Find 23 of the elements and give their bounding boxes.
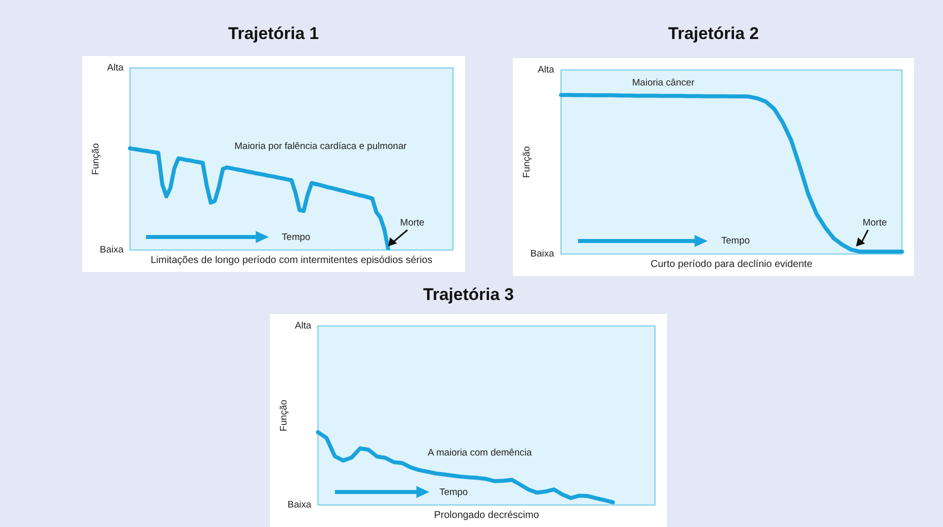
text: Maioria câncer — [632, 78, 694, 89]
y-axis-title: Função — [90, 143, 102, 175]
annotation: Morte — [862, 217, 887, 228]
text: Baixa — [100, 244, 124, 256]
text: Baixa — [287, 500, 312, 511]
text: Alta — [107, 62, 124, 74]
annotation: Maioria por falência cardíaca e pulmonar — [234, 140, 407, 152]
annotation: Tempo — [439, 487, 468, 498]
annotation: Morte — [400, 217, 424, 228]
annotation: A maioria com demência — [428, 448, 532, 459]
chart-title: Trajetória 3 — [422, 285, 515, 305]
chart-title: Trajetória 1 — [227, 24, 320, 44]
chart-title: Trajetória 2 — [667, 24, 760, 44]
text: Baixa — [530, 248, 555, 260]
x-axis-title: Limitações de longo período com intermitentes episódios sérios — [150, 254, 432, 266]
x-axis-title: Curto período para declínio evidente — [650, 258, 813, 270]
text: Alta — [294, 320, 312, 332]
annotation: Tempo — [721, 236, 750, 247]
annotation: Tempo — [282, 232, 310, 243]
text: Alta — [538, 64, 555, 76]
y-axis-title: Função — [278, 400, 290, 432]
x-axis-title: Prolongado decréscimo — [434, 510, 540, 521]
y-axis-title: Função — [521, 146, 532, 178]
